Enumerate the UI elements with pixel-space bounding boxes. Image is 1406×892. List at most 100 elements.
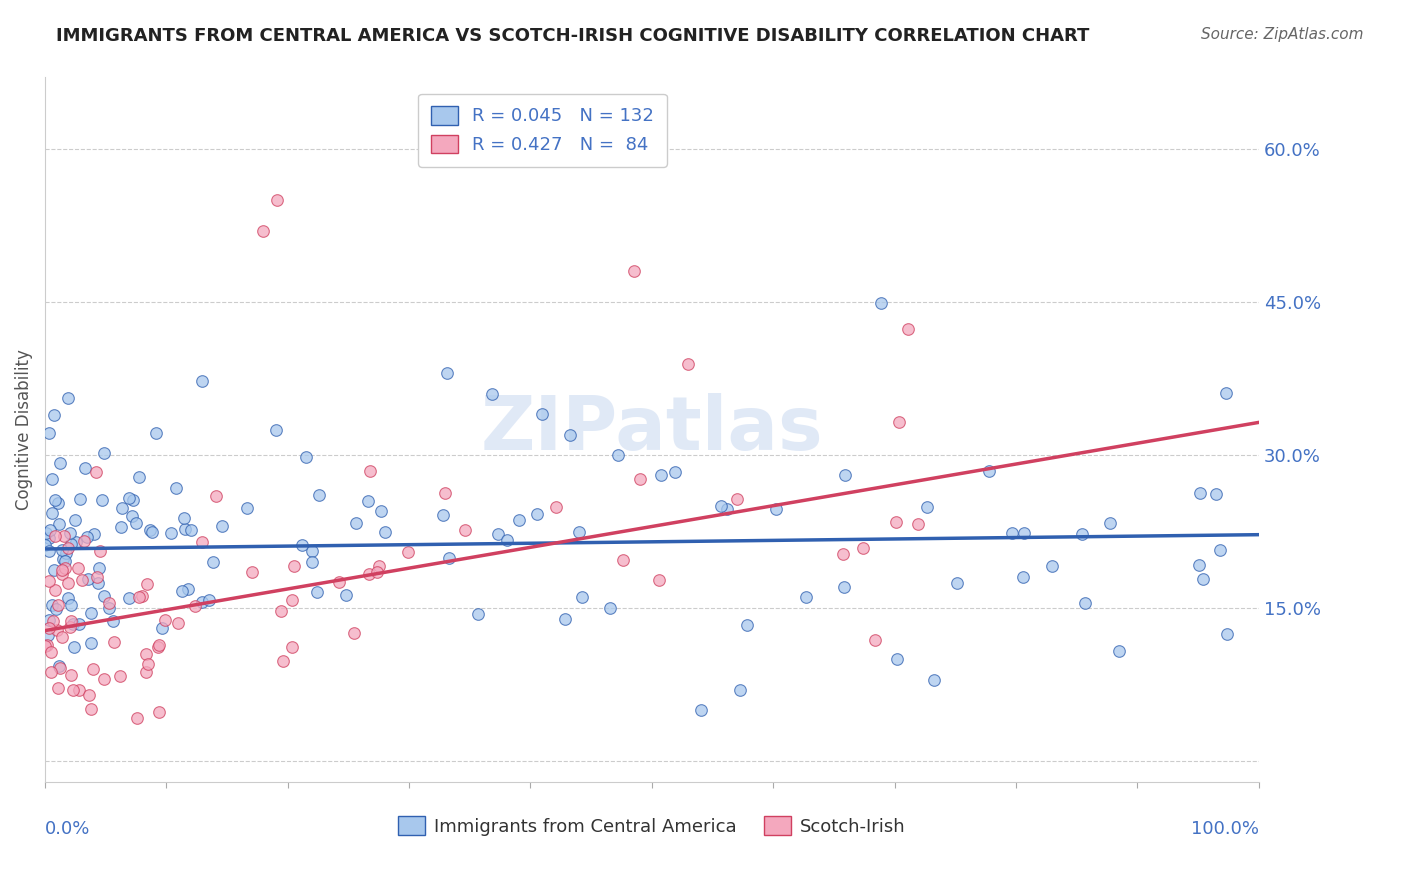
Point [38,544,60,558]
Point [56,591,79,605]
Point [118,491,141,505]
Point [84,466,107,480]
Point [291,538,314,552]
Point [486,527,509,541]
Point [146,640,169,655]
Point [174,522,197,536]
Point [301,543,323,558]
Point [374,524,396,539]
Point [568,524,591,539]
Legend: Immigrants from Central America, Scotch-Irish: Immigrants from Central America, Scotch-… [391,809,912,843]
Point [870,296,893,310]
Point [98,600,121,615]
Point [110,520,132,534]
Text: Source: ZipAtlas.com: Source: ZipAtlas.com [1201,27,1364,42]
Point [42,408,65,422]
Point [884,515,907,529]
Point [628,472,651,486]
Point [128,470,150,484]
Point [1108,643,1130,657]
Point [62,617,84,632]
Point [832,580,855,594]
Point [359,464,381,478]
Point [301,555,323,569]
Point [356,494,378,508]
Point [41,665,63,679]
Point [65,535,87,549]
Point [344,516,367,531]
Point [496,533,519,547]
Point [86,570,108,584]
Point [508,513,530,527]
Point [48,659,70,673]
Point [44,493,66,508]
Point [76,572,98,586]
Point [343,625,366,640]
Point [67,682,90,697]
Point [51,563,73,577]
Point [180,524,202,538]
Point [51,567,73,582]
Point [308,488,330,502]
Point [138,523,160,537]
Point [852,541,875,555]
Point [58,391,80,405]
Point [38,531,60,545]
Point [51,543,73,558]
Point [45,602,67,616]
Point [70,573,93,587]
Point [93,446,115,460]
Point [922,673,945,687]
Point [141,525,163,540]
Point [167,615,190,630]
Point [946,576,969,591]
Point [41,614,63,628]
Point [915,500,938,514]
Point [160,526,183,541]
Point [897,322,920,336]
Point [131,590,153,604]
Point [735,618,758,632]
Point [211,519,233,533]
Point [38,621,60,635]
Point [55,546,77,560]
Point [367,559,389,574]
Point [41,472,63,486]
Point [977,464,1000,478]
Point [46,598,69,612]
Point [283,558,305,573]
Point [76,530,98,544]
Point [135,665,157,680]
Point [1209,542,1232,557]
Point [1011,570,1033,584]
Point [136,576,159,591]
Point [558,427,581,442]
Point [65,513,87,527]
Point [73,534,96,549]
Point [1099,516,1122,531]
Point [89,544,111,558]
Point [56,541,79,555]
Point [155,614,177,628]
Point [612,553,634,567]
Point [281,592,304,607]
Point [80,702,103,716]
Point [359,567,381,582]
Point [135,647,157,661]
Y-axis label: Cognitive Disability: Cognitive Disability [15,349,32,510]
Point [1215,386,1237,401]
Point [80,607,103,621]
Point [165,482,187,496]
Point [37,628,59,642]
Point [35,526,58,541]
Point [77,688,100,702]
Point [136,657,159,672]
Point [34,639,56,653]
Point [60,598,83,612]
Point [38,614,60,628]
Point [101,614,124,628]
Point [664,465,686,479]
Point [44,528,66,542]
Point [606,448,628,462]
Point [103,634,125,648]
